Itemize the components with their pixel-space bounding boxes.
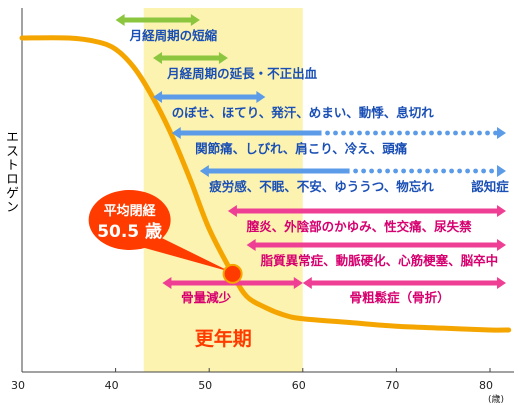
arrow-head: [497, 277, 506, 289]
arrow-head: [171, 127, 181, 139]
callout-age: 50.5 歳: [97, 221, 162, 242]
x-tick-label: 60: [292, 379, 306, 392]
symptom-label: 疲労感、不眠、不安、ゆううつ、物忘れ: [209, 179, 434, 194]
symptom-label: のぼせ、ほてり、発汗、めまい、動悸、息切れ: [172, 105, 435, 120]
arrow-head: [497, 127, 506, 139]
x-tick-label: 50: [198, 379, 212, 392]
callout-title: 平均閉経: [104, 203, 157, 219]
arrow-head: [153, 52, 163, 64]
arrow-head: [497, 165, 506, 177]
symptom-label: 膣炎、外陰部のかゆみ、性交痛、尿失禁: [247, 219, 473, 234]
callout-pointer: [137, 232, 231, 272]
symptom-label: 認知症: [471, 179, 509, 194]
symptom-label: 脂質異常症、動脈硬化、心筋梗塞、脳卒中: [260, 253, 499, 268]
x-tick-label: 40: [105, 379, 119, 392]
arrow-head: [293, 277, 303, 289]
x-axis-unit: (歳): [488, 393, 504, 405]
arrow-head: [246, 239, 256, 251]
arrow-head: [302, 277, 312, 289]
x-tick-label: 70: [385, 379, 399, 392]
menopause-callout: [88, 190, 171, 250]
arrow-head: [256, 91, 266, 103]
arrow-head: [162, 277, 172, 289]
arrow-head: [497, 205, 506, 217]
menopause-marker: [222, 263, 243, 284]
symptom-arrow: [179, 130, 498, 136]
symptom-label: 月経周期の延長・不正出血: [166, 66, 318, 81]
arrow-head: [497, 239, 506, 251]
symptom-label: 骨粗鬆症（骨折）: [350, 290, 450, 305]
arrow-head: [190, 14, 200, 26]
arrow-head: [153, 91, 163, 103]
menopause-label: 更年期: [195, 327, 252, 350]
arrow-head: [218, 52, 228, 64]
arrow-head: [199, 165, 209, 177]
arrow-head: [115, 14, 125, 26]
symptom-arrow: [207, 168, 494, 174]
x-tick-label: 80: [479, 379, 493, 392]
x-tick-label: 30: [11, 379, 25, 392]
symptom-label: 関節痛、しびれ、肩こり、冷え、頭痛: [195, 141, 408, 156]
arrow-head: [227, 205, 237, 217]
symptom-label: 月経周期の短縮: [129, 28, 218, 43]
y-axis-label: エストロゲン: [3, 130, 18, 214]
symptom-label: 骨量減少: [181, 290, 232, 305]
